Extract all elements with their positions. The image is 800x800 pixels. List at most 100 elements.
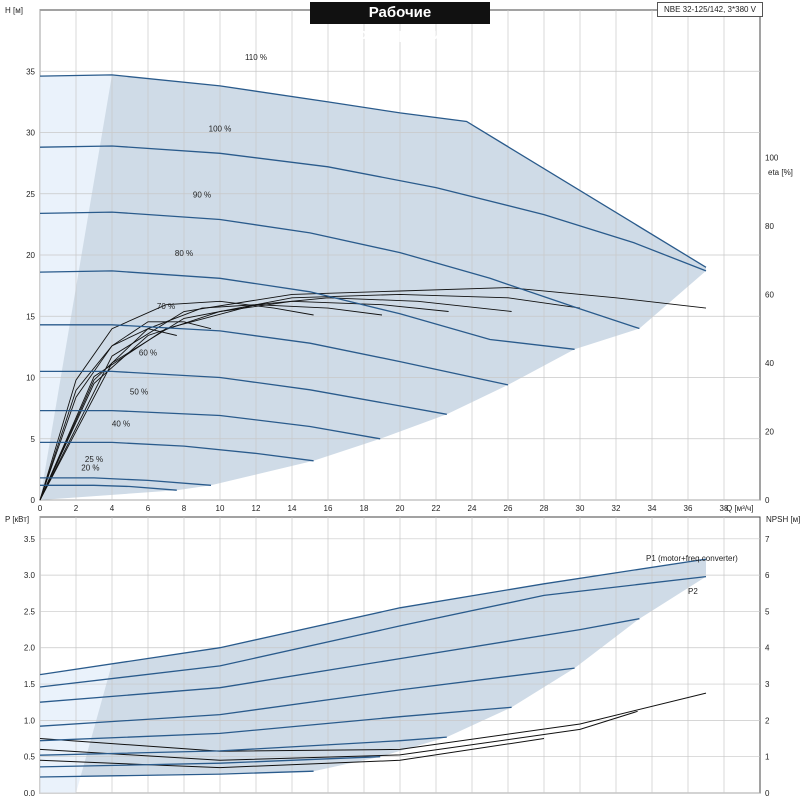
- y-tick-label: 0: [31, 496, 36, 505]
- power-envelope: [40, 559, 706, 778]
- y2-tick-label: 5: [765, 607, 770, 616]
- speed-curve-label: 40 %: [112, 420, 130, 429]
- x-tick-label: 18: [360, 504, 369, 513]
- y2-tick-label: 20: [765, 427, 774, 436]
- x-tick-label: 24: [468, 504, 477, 513]
- y-tick-label: 10: [26, 374, 35, 383]
- power-curve: [39, 736, 447, 756]
- speed-curve-label: 100 %: [209, 124, 232, 133]
- y-tick-label: 0.0: [24, 789, 36, 798]
- power-curve: [39, 667, 575, 727]
- y-axis-label: P [кВт]: [5, 515, 29, 524]
- y-tick-label: 2.0: [24, 644, 36, 653]
- x-tick-label: 2: [74, 504, 79, 513]
- speed-curve: [39, 145, 707, 272]
- y2-axis-label: eta [%]: [768, 168, 793, 177]
- speed-curve-label: 25 %: [85, 455, 103, 464]
- speed-curve-label: 80 %: [175, 249, 193, 258]
- efficiency-curve: [39, 287, 707, 501]
- efficiency-curve: [39, 321, 212, 501]
- power-npsh-plot: 0.0 0.5 1.0 1.5 2.0 2.5 3.0 3.5 0 1 2 3 4 5 6 7 P [кВт] N…: [5, 515, 800, 798]
- x-tick-label: 36: [684, 504, 693, 513]
- y2-tick-label: 40: [765, 359, 774, 368]
- y2-tick-label: 6: [765, 571, 770, 580]
- power-curve: [39, 575, 707, 688]
- speed-curve-label: 70 %: [157, 302, 175, 311]
- npsh-curve: [39, 738, 545, 769]
- x-tick-label: 12: [252, 504, 261, 513]
- y2-tick-label: 1: [765, 753, 770, 762]
- power-curve: [39, 770, 314, 778]
- y-tick-label: 35: [26, 67, 35, 76]
- speed-curve-label: 50 %: [130, 388, 148, 397]
- p2-label: P2: [688, 587, 698, 596]
- y-tick-label: 1.0: [24, 716, 36, 725]
- y2-tick-label: 80: [765, 222, 774, 231]
- power-curve: [39, 618, 640, 703]
- x-tick-label: 26: [504, 504, 513, 513]
- speed-curve: [40, 409, 381, 440]
- y-tick-label: 20: [26, 251, 35, 260]
- y-tick-label: 5: [31, 435, 36, 444]
- y-axis-label: H [м]: [5, 6, 23, 15]
- speed-curve-label: 90 %: [193, 190, 211, 199]
- head-flow-plot: 0 2 4 6 8 10 12 14 16 18 20 22 24 26 28 30 32 34 36 3805101…: [5, 6, 793, 513]
- power-curve: [39, 706, 512, 742]
- y-tick-label: 3.0: [24, 571, 36, 580]
- y2-tick-label: 0: [765, 496, 770, 505]
- x-tick-label: 8: [182, 504, 187, 513]
- y-tick-label: 2.5: [24, 607, 36, 616]
- y2-axis-label: NPSH [м]: [766, 515, 800, 524]
- x-tick-label: 30: [576, 504, 585, 513]
- efficiency-curve: [39, 328, 177, 501]
- y2-tick-label: 2: [765, 716, 770, 725]
- x-tick-label: 6: [146, 504, 151, 513]
- speed-curve-label: 110 %: [245, 53, 267, 62]
- x-tick-label: 14: [288, 504, 297, 513]
- efficiency-curve: [39, 300, 449, 501]
- y2-tick-label: 60: [765, 290, 774, 299]
- x-tick-label: 10: [216, 504, 225, 513]
- x-tick-label: 4: [110, 504, 115, 513]
- speed-curve: [40, 324, 509, 386]
- y2-tick-label: 3: [765, 680, 770, 689]
- x-tick-label: 0: [38, 504, 43, 513]
- npsh-curve: [39, 692, 707, 752]
- y2-tick-label: 0: [765, 789, 770, 798]
- x-tick-label: 38: [720, 504, 729, 513]
- p1-label: P1 (motor+freq.converter): [646, 554, 738, 563]
- x-tick-label: 34: [648, 504, 657, 513]
- y-tick-label: 0.5: [24, 753, 36, 762]
- speed-curve: [40, 441, 314, 462]
- speed-curve: [39, 74, 707, 268]
- x-tick-label: 22: [432, 504, 441, 513]
- efficiency-curve: [39, 300, 314, 501]
- speed-curve: [39, 270, 575, 350]
- y-tick-label: 25: [26, 190, 35, 199]
- x-tick-label: 16: [324, 504, 333, 513]
- y-tick-label: 3.5: [24, 535, 36, 544]
- y-tick-label: 1.5: [24, 680, 36, 689]
- operating-envelope: [40, 74, 706, 501]
- efficiency-curve: [39, 304, 383, 501]
- chart-title: Рабочие характеристики: [310, 2, 490, 43]
- low-flow-region: [40, 74, 112, 501]
- power-curve: [39, 756, 381, 768]
- speed-curve-label: 60 %: [139, 348, 157, 357]
- y-tick-label: 30: [26, 129, 35, 138]
- x-axis-label: Q [м³/ч]: [726, 504, 753, 513]
- y2-tick-label: 100: [765, 153, 779, 162]
- x-tick-label: 28: [540, 504, 549, 513]
- y-tick-label: 15: [26, 312, 35, 321]
- speed-curve: [40, 370, 447, 415]
- npsh-curve: [39, 710, 638, 761]
- speed-curve-label: 20 %: [81, 464, 99, 473]
- x-tick-label: 20: [396, 504, 405, 513]
- pump-model-label: NBE 32-125/142, 3*380 V: [657, 2, 763, 17]
- y2-tick-label: 4: [765, 644, 770, 653]
- speed-curve: [39, 211, 640, 330]
- speed-curve: [40, 477, 212, 486]
- x-tick-label: 32: [612, 504, 621, 513]
- y2-tick-label: 7: [765, 535, 770, 544]
